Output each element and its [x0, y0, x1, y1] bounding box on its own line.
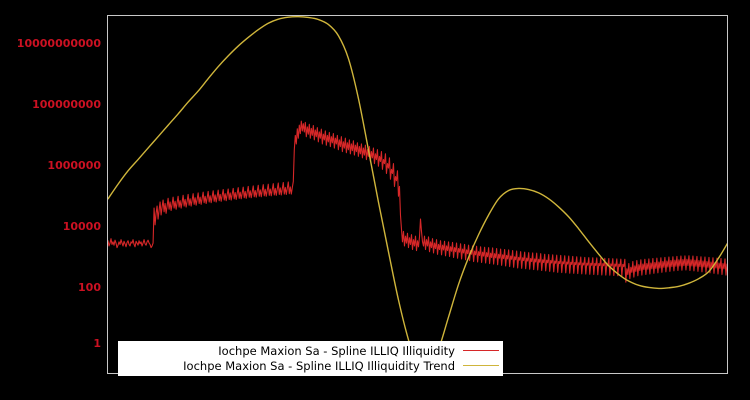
- legend-label-trend: Iochpe Maxion Sa - Spline ILLIQ Illiquid…: [183, 358, 455, 373]
- series-line-illiquidity: [108, 120, 727, 283]
- legend-entry-illiquidity: Iochpe Maxion Sa - Spline ILLIQ Illiquid…: [122, 343, 499, 358]
- legend-swatch-trend: [463, 365, 499, 366]
- y-tick-label: 1: [93, 337, 101, 350]
- legend-label-illiquidity: Iochpe Maxion Sa - Spline ILLIQ Illiquid…: [218, 343, 455, 358]
- y-tick-label: 10000000000: [16, 37, 101, 50]
- y-axis-tick-labels: 10000000000 100000000 1000000 10000 100 …: [0, 0, 101, 400]
- y-tick-label: 10000: [62, 220, 101, 233]
- chart-legend: Iochpe Maxion Sa - Spline ILLIQ Illiquid…: [118, 341, 503, 376]
- legend-swatch-illiquidity: [463, 350, 499, 351]
- series-canvas: [108, 16, 727, 373]
- y-tick-label: 1000000: [47, 159, 101, 172]
- y-tick-label: 100000000: [32, 98, 101, 111]
- plot-area: [107, 15, 728, 374]
- y-tick-label: 100: [78, 281, 101, 294]
- series-line-trend: [108, 16, 727, 373]
- legend-entry-trend: Iochpe Maxion Sa - Spline ILLIQ Illiquid…: [122, 358, 499, 373]
